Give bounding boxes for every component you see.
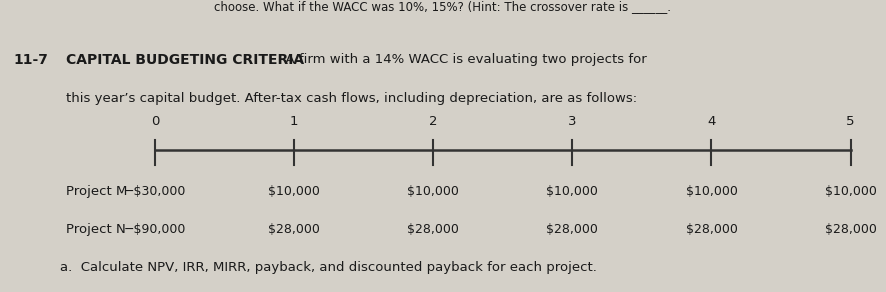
Text: 11-7: 11-7 [13,53,48,67]
Text: −$30,000: −$30,000 [124,185,186,198]
Text: 4: 4 [707,115,716,128]
Text: 3: 3 [568,115,577,128]
Text: choose. What if the WACC was 10%, 15%? (Hint: The crossover rate is ______.: choose. What if the WACC was 10%, 15%? (… [214,0,672,13]
Text: A firm with a 14% WACC is evaluating two projects for: A firm with a 14% WACC is evaluating two… [277,53,647,66]
Text: $10,000: $10,000 [825,185,876,198]
Text: 1: 1 [290,115,299,128]
Text: $28,000: $28,000 [408,223,459,236]
Text: 2: 2 [429,115,438,128]
Text: $10,000: $10,000 [547,185,598,198]
Text: 0: 0 [151,115,159,128]
Text: $28,000: $28,000 [825,223,876,236]
Text: $10,000: $10,000 [408,185,459,198]
Text: this year’s capital budget. After-tax cash flows, including depreciation, are as: this year’s capital budget. After-tax ca… [66,92,638,105]
Text: $28,000: $28,000 [686,223,737,236]
Text: −$90,000: −$90,000 [124,223,186,236]
Text: $28,000: $28,000 [268,223,320,236]
Text: Project N: Project N [66,223,126,236]
Text: CAPITAL BUDGETING CRITERIA: CAPITAL BUDGETING CRITERIA [66,53,305,67]
Text: Project M: Project M [66,185,128,198]
Text: 5: 5 [846,115,855,128]
Text: $10,000: $10,000 [686,185,737,198]
Text: a.  Calculate NPV, IRR, MIRR, payback, and discounted payback for each project.: a. Calculate NPV, IRR, MIRR, payback, an… [60,261,597,274]
Text: $28,000: $28,000 [547,223,598,236]
Text: $10,000: $10,000 [268,185,320,198]
